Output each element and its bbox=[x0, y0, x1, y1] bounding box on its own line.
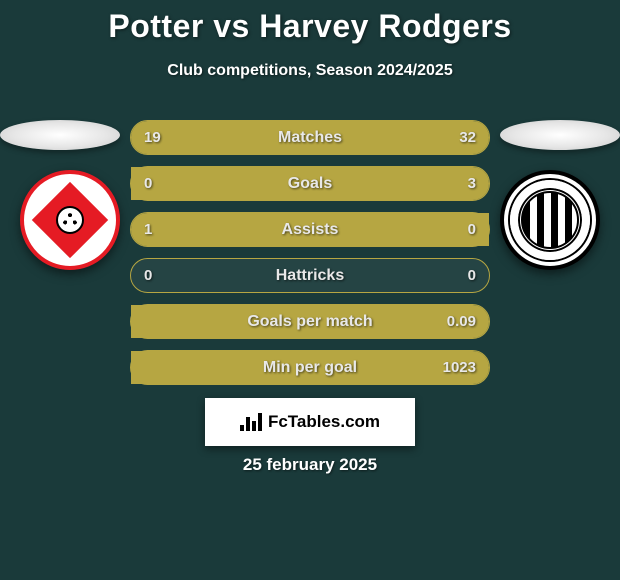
date-label: 25 february 2025 bbox=[0, 455, 620, 475]
stat-value-left: 0 bbox=[144, 166, 152, 201]
stat-row: Assists1 0 bbox=[130, 212, 490, 247]
stat-label: Min per goal bbox=[130, 350, 490, 385]
stat-value-left: 0 bbox=[144, 258, 152, 293]
player-marker-right bbox=[500, 120, 620, 150]
crest-right-stripes bbox=[521, 191, 579, 249]
page-title: Potter vs Harvey Rodgers bbox=[0, 8, 620, 45]
page-subtitle: Club competitions, Season 2024/2025 bbox=[0, 62, 620, 80]
stat-value-left: 19 bbox=[144, 120, 161, 155]
stat-row: Goals per match0.09 bbox=[130, 304, 490, 339]
stat-value-right: 1023 bbox=[443, 350, 476, 385]
stat-value-right: 0 bbox=[468, 212, 476, 247]
stat-row: Min per goal1023 bbox=[130, 350, 490, 385]
stat-label: Hattricks bbox=[130, 258, 490, 293]
football-icon bbox=[56, 206, 84, 234]
brand-badge: FcTables.com bbox=[205, 398, 415, 446]
bars-icon bbox=[240, 413, 262, 431]
stat-label: Matches bbox=[130, 120, 490, 155]
stat-label: Assists bbox=[130, 212, 490, 247]
crest-left-ring bbox=[20, 170, 120, 270]
stat-row: Hattricks0 0 bbox=[130, 258, 490, 293]
stat-label: Goals per match bbox=[130, 304, 490, 339]
comparison-card: Potter vs Harvey Rodgers Club competitio… bbox=[0, 0, 620, 580]
stat-value-right: 0.09 bbox=[447, 304, 476, 339]
stat-value-right: 0 bbox=[468, 258, 476, 293]
crest-right-bg bbox=[500, 170, 600, 270]
club-crest-right bbox=[500, 170, 600, 270]
stats-bars: Matches1932Goals03Assists10Hattricks00Go… bbox=[130, 120, 490, 396]
stat-row: Matches19 32 bbox=[130, 120, 490, 155]
stat-value-right: 3 bbox=[468, 166, 476, 201]
stat-row: Goals0 3 bbox=[130, 166, 490, 201]
stat-value-left: 1 bbox=[144, 212, 152, 247]
club-crest-left bbox=[20, 170, 120, 270]
brand-text: FcTables.com bbox=[268, 412, 380, 432]
player-marker-left bbox=[0, 120, 120, 150]
stat-value-right: 32 bbox=[459, 120, 476, 155]
stat-label: Goals bbox=[130, 166, 490, 201]
